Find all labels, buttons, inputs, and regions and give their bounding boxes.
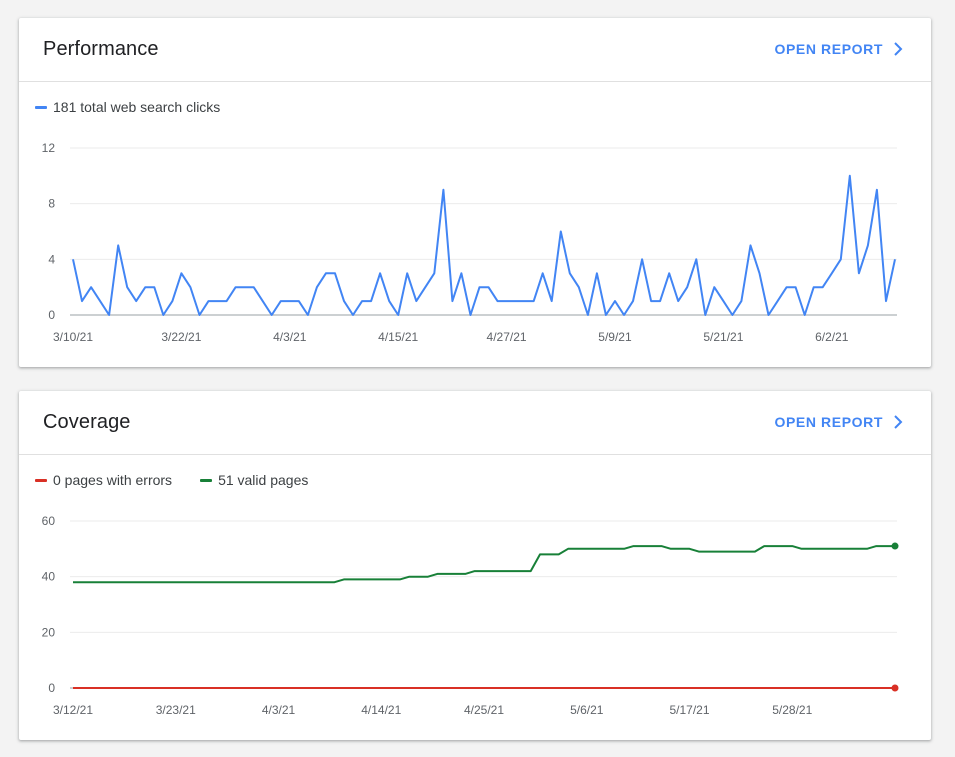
coverage-header: Coverage OPEN REPORT [19, 391, 931, 455]
open-report-label: OPEN REPORT [774, 41, 883, 57]
coverage-x-tick-label: 3/12/21 [53, 703, 93, 717]
coverage-x-tick-label: 4/25/21 [464, 703, 504, 717]
performance-x-tick-label: 4/3/21 [273, 330, 307, 344]
legend-item-clicks[interactable]: 181 total web search clicks [35, 99, 220, 115]
performance-card: Performance OPEN REPORT 181 total web se… [19, 18, 931, 367]
performance-y-tick-label: 12 [42, 141, 56, 155]
coverage-y-tick-label: 0 [48, 681, 55, 695]
performance-series-line-0 [72, 174, 896, 316]
performance-x-tick-label: 4/15/21 [378, 330, 418, 344]
legend-swatch [35, 105, 47, 109]
performance-header: Performance OPEN REPORT [19, 18, 931, 82]
performance-open-report-button[interactable]: OPEN REPORT [774, 41, 903, 57]
performance-y-tick-label: 8 [48, 197, 55, 211]
performance-title: Performance [43, 38, 159, 60]
performance-x-tick-label: 3/22/21 [161, 330, 201, 344]
coverage-x-tick-label: 5/28/21 [772, 703, 812, 717]
coverage-y-tick-label: 60 [42, 514, 56, 528]
legend-label: 181 total web search clicks [53, 99, 221, 115]
open-report-label: OPEN REPORT [774, 414, 883, 430]
coverage-series-line-1 [73, 545, 895, 584]
coverage-y-tick-label: 20 [42, 625, 56, 639]
coverage-x-tick-label: 5/6/21 [570, 703, 604, 717]
coverage-series-end-point-1 [891, 542, 899, 550]
performance-chart: 0 4 8 12 3/10/21 3/22/21 4/3/21 4/15/21 4/27/21 5… [42, 141, 897, 344]
coverage-x-tick-label: 3/23/21 [156, 703, 196, 717]
performance-x-tick-label: 6/2/21 [815, 330, 849, 344]
performance-y-tick-label: 0 [48, 308, 55, 322]
coverage-x-tick-label: 4/3/21 [262, 703, 296, 717]
performance-y-tick-label: 4 [48, 252, 55, 266]
legend-swatch [35, 478, 47, 482]
coverage-title: Coverage [43, 411, 131, 433]
legend-item-errors[interactable]: 0 pages with errors [35, 472, 172, 488]
performance-x-tick-label: 5/21/21 [703, 330, 743, 344]
coverage-series-end-point-0 [891, 684, 899, 692]
legend-item-valid[interactable]: 51 valid pages [200, 472, 308, 488]
legend-label: 51 valid pages [218, 472, 309, 488]
coverage-y-tick-label: 40 [42, 570, 56, 584]
performance-x-tick-label: 4/27/21 [487, 330, 527, 344]
legend-swatch [200, 478, 213, 482]
chevron-right-icon [894, 42, 903, 56]
performance-x-tick-label: 3/10/21 [53, 330, 93, 344]
performance-legend: 181 total web search clicks [35, 99, 248, 115]
legend-label: 0 pages with errors [53, 472, 173, 488]
coverage-legend: 0 pages with errors 51 valid pages [35, 472, 336, 488]
coverage-card: Coverage OPEN REPORT 0 pages with errors… [19, 391, 931, 740]
coverage-open-report-button[interactable]: OPEN REPORT [774, 414, 903, 430]
chevron-right-icon [894, 415, 903, 429]
coverage-chart: 0 20 40 60 3/12/21 3/23/21 4/3/21 4/14/21 4/25/2… [42, 514, 899, 717]
performance-x-tick-label: 5/9/21 [598, 330, 632, 344]
coverage-x-tick-label: 5/17/21 [669, 703, 709, 717]
coverage-x-tick-label: 4/14/21 [361, 703, 401, 717]
